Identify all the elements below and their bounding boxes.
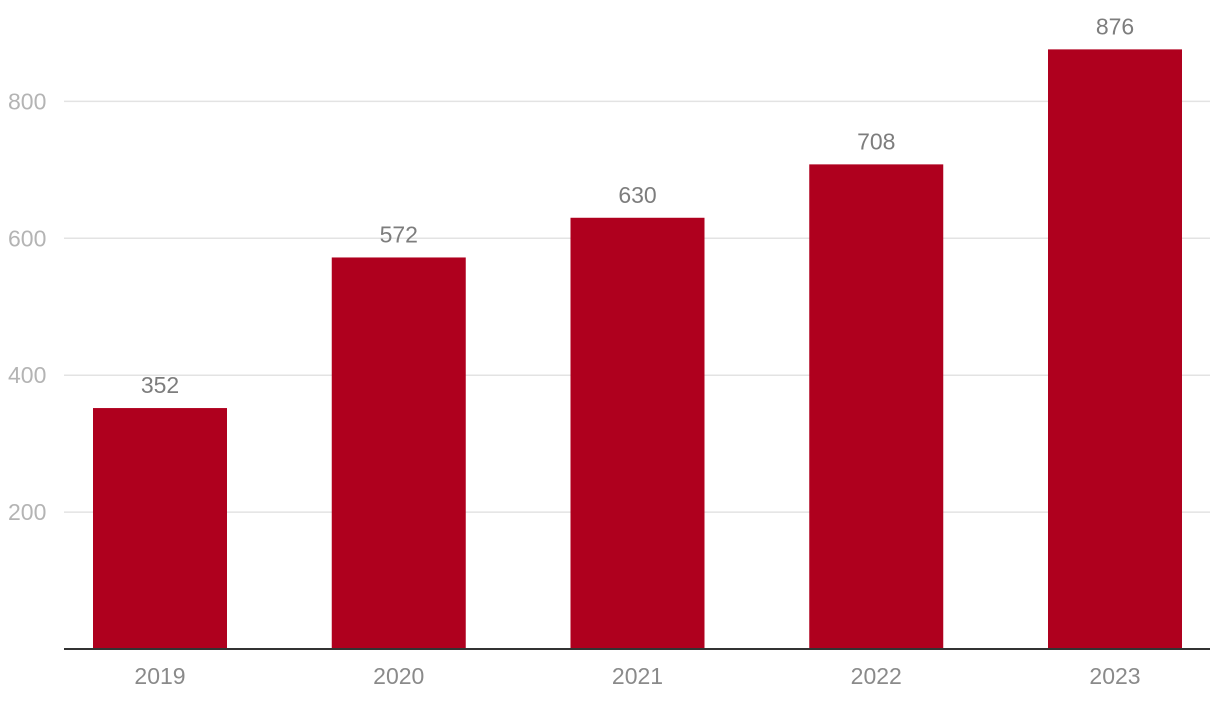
- x-axis-ticks: 2019 2020 2021 2022 2023: [134, 663, 1140, 689]
- y-tick-label: 400: [8, 362, 46, 388]
- x-tick-label: 2020: [373, 663, 424, 689]
- x-tick-label: 2021: [612, 663, 663, 689]
- x-tick-label: 2023: [1089, 663, 1140, 689]
- y-tick-label: 800: [8, 88, 46, 114]
- data-label: 352: [141, 372, 179, 398]
- bar-2021: [570, 217, 705, 649]
- y-axis-ticks: 200 400 600 800: [8, 88, 46, 525]
- bar-2022: [809, 164, 944, 649]
- y-tick-label: 600: [8, 225, 46, 251]
- y-tick-label: 200: [8, 499, 46, 525]
- x-tick-label: 2022: [851, 663, 902, 689]
- data-labels: 352 572 630 708 876: [141, 13, 1134, 398]
- data-label: 572: [380, 221, 418, 247]
- bar-2020: [331, 257, 466, 649]
- x-tick-label: 2019: [134, 663, 185, 689]
- data-label: 708: [857, 128, 895, 154]
- bars: [93, 49, 1182, 650]
- data-label: 876: [1096, 13, 1134, 39]
- bar-2023: [1048, 49, 1182, 650]
- data-label: 630: [618, 182, 656, 208]
- bar-2019: [93, 408, 227, 649]
